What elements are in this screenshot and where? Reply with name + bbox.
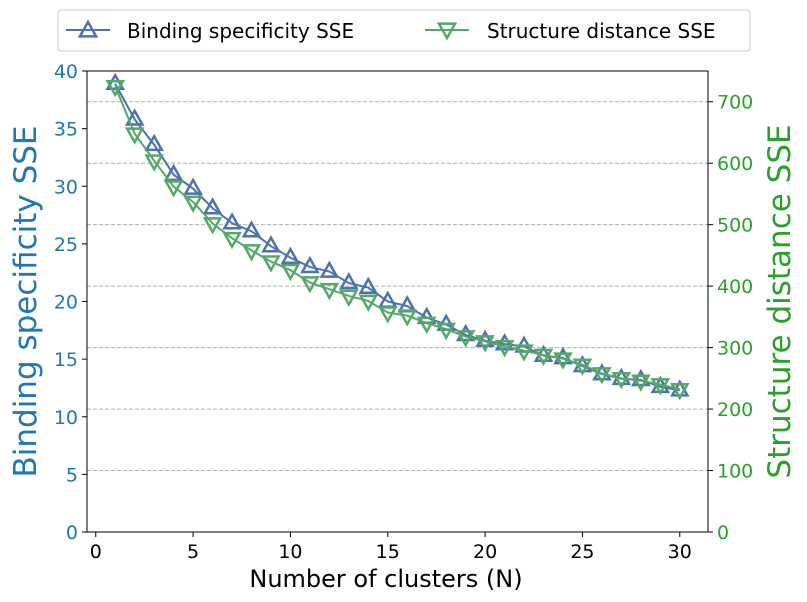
gridlines <box>87 101 708 472</box>
legend-item-structure: Structure distance SSE <box>425 19 716 43</box>
data-point <box>358 276 379 295</box>
data-point <box>222 231 242 250</box>
x-axis: 0 5 10 15 20 25 30 <box>90 532 692 563</box>
data-point <box>300 255 320 274</box>
x-axis-label: Number of clusters (N) <box>249 565 522 593</box>
data-point <box>280 246 301 265</box>
data-point <box>105 80 126 98</box>
x-tick-label: 20 <box>473 541 497 563</box>
series-line <box>114 83 680 392</box>
left-y-tick-label: 20 <box>54 292 78 314</box>
right-y-tick-label: 400 <box>717 276 753 298</box>
right-y-tick-label: 200 <box>717 399 753 421</box>
data-point <box>144 133 164 152</box>
left-y-tick-label: 40 <box>54 61 78 83</box>
data-point <box>397 309 418 327</box>
legend-frame <box>57 9 751 52</box>
left-y-tick-label: 0 <box>66 522 78 544</box>
data-point <box>241 244 262 262</box>
data-point <box>261 255 281 273</box>
left-y-tick-label: 35 <box>54 119 78 141</box>
right-y-tick-label: 0 <box>717 522 729 544</box>
data-point <box>124 108 145 126</box>
legend-label-structure: Structure distance SSE <box>487 19 716 43</box>
series-layer <box>105 72 690 401</box>
data-point <box>377 306 398 324</box>
left-y-tick-label: 5 <box>66 464 78 486</box>
x-tick-label: 5 <box>187 541 199 563</box>
data-point <box>572 358 593 376</box>
data-point <box>339 289 359 308</box>
x-tick-label: 15 <box>376 541 400 563</box>
right-y-tick-label: 300 <box>717 338 753 360</box>
data-point <box>533 348 554 367</box>
left-y-axis: 0 5 10 15 20 25 30 35 40 <box>54 61 87 544</box>
x-tick-label: 10 <box>278 541 302 563</box>
x-tick-label: 25 <box>570 541 594 563</box>
legend-marker-binding <box>77 19 99 38</box>
right-y-tick-label: 100 <box>717 461 753 483</box>
data-point <box>611 371 632 390</box>
data-point <box>202 217 223 235</box>
left-y-axis-label: Binding specificity SSE <box>8 125 44 477</box>
data-point <box>553 346 573 365</box>
data-point <box>358 294 379 312</box>
right-y-axis-label: Structure distance SSE <box>762 124 798 478</box>
data-point <box>163 163 184 182</box>
right-y-tick-label: 600 <box>717 153 753 175</box>
data-point <box>514 344 534 362</box>
data-point <box>475 329 495 348</box>
data-point <box>280 263 301 282</box>
data-point <box>494 340 515 358</box>
x-tick-label: 30 <box>668 541 692 563</box>
data-point <box>650 378 671 396</box>
data-point <box>416 316 437 335</box>
data-point <box>592 367 612 385</box>
data-point <box>553 352 573 370</box>
data-point <box>631 368 651 387</box>
left-y-tick-label: 15 <box>54 349 78 371</box>
data-point <box>124 127 145 145</box>
data-point <box>144 154 164 172</box>
data-point <box>183 177 203 195</box>
data-point <box>631 374 651 392</box>
data-point <box>436 322 456 341</box>
x-tick-label: 0 <box>90 541 102 563</box>
data-point <box>300 276 320 294</box>
left-y-tick-label: 10 <box>54 407 78 429</box>
legend-marker-structure <box>436 22 458 41</box>
legend-item-binding: Binding specificity SSE <box>66 19 354 43</box>
data-point <box>222 212 242 230</box>
series-line <box>114 85 681 391</box>
series-structure <box>105 80 690 401</box>
data-point <box>669 383 690 401</box>
data-point <box>183 195 203 213</box>
right-y-tick-label: 500 <box>717 215 753 237</box>
data-point <box>455 323 476 342</box>
legend-label-binding: Binding specificity SSE <box>127 19 354 43</box>
data-point <box>455 330 476 348</box>
plot-frame <box>86 70 709 533</box>
data-point <box>241 220 262 238</box>
data-point <box>475 335 495 353</box>
left-y-tick-label: 30 <box>54 176 78 198</box>
data-point <box>319 260 340 278</box>
legend: Binding specificity SSE Structure distan… <box>57 9 751 52</box>
data-point <box>202 197 223 215</box>
right-y-tick-label: 700 <box>717 92 753 114</box>
data-point <box>377 290 398 308</box>
data-point <box>339 272 359 290</box>
data-point <box>163 180 184 198</box>
data-point <box>319 282 340 301</box>
data-point <box>261 235 281 253</box>
left-y-tick-label: 25 <box>54 234 78 256</box>
right-y-axis: 0 100 200 300 400 500 600 700 <box>708 92 753 544</box>
